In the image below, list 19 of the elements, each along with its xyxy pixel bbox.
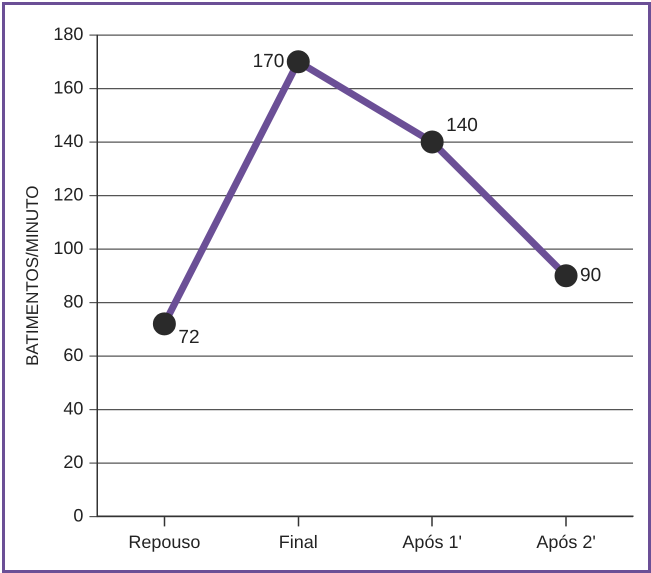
y-tick-label: 140 xyxy=(53,130,84,151)
data-label: 140 xyxy=(446,115,478,136)
y-tick-label: 60 xyxy=(63,344,84,365)
y-tick-label: 0 xyxy=(73,505,84,526)
y-tick-label: 160 xyxy=(53,77,84,98)
y-tick-label: 180 xyxy=(53,24,84,44)
x-tick-label: Final xyxy=(278,532,318,552)
x-tick-label: Repouso xyxy=(128,532,200,552)
y-tick-label: 80 xyxy=(63,291,84,312)
y-tick-label: 20 xyxy=(63,452,84,472)
x-tick-label: Após 1' xyxy=(402,532,462,552)
data-label: 72 xyxy=(178,327,200,348)
y-tick-label: 120 xyxy=(53,184,84,204)
y-tick-label: 100 xyxy=(53,238,84,258)
x-tick-label: Após 2' xyxy=(536,532,596,552)
data-label: 170 xyxy=(252,50,284,72)
data-label: 90 xyxy=(580,264,602,286)
y-tick-label: 40 xyxy=(63,398,84,418)
y-axis-title: BATIMENTOS/MINUTO xyxy=(22,185,42,366)
